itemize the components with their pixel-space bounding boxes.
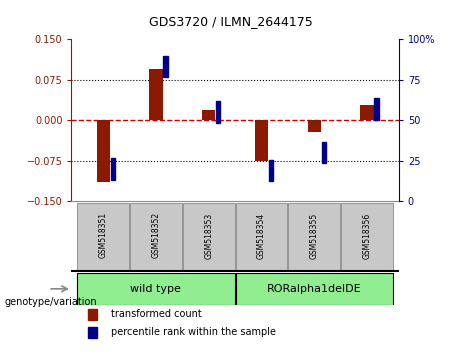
Bar: [322, 142, 326, 164]
Bar: [88, 309, 97, 320]
Bar: [307, 120, 321, 132]
Text: GSM518353: GSM518353: [204, 212, 213, 258]
Bar: [202, 110, 215, 120]
Bar: [163, 56, 167, 78]
Text: GSM518356: GSM518356: [363, 212, 372, 258]
Bar: [374, 98, 378, 120]
Bar: [255, 120, 268, 161]
FancyBboxPatch shape: [77, 203, 129, 271]
Text: percentile rank within the sample: percentile rank within the sample: [111, 327, 276, 337]
Text: wild type: wild type: [130, 284, 181, 294]
FancyBboxPatch shape: [236, 203, 287, 271]
Text: GSM518354: GSM518354: [257, 212, 266, 258]
FancyBboxPatch shape: [289, 203, 340, 271]
FancyBboxPatch shape: [341, 203, 393, 271]
FancyBboxPatch shape: [183, 203, 235, 271]
Text: genotype/variation: genotype/variation: [5, 297, 97, 307]
Text: GDS3720 / ILMN_2644175: GDS3720 / ILMN_2644175: [148, 15, 313, 28]
FancyBboxPatch shape: [130, 203, 182, 271]
Bar: [111, 158, 115, 180]
Text: transformed count: transformed count: [111, 309, 201, 319]
Bar: [269, 160, 273, 181]
FancyBboxPatch shape: [236, 273, 393, 305]
Text: GSM518351: GSM518351: [99, 212, 107, 258]
Text: GSM518355: GSM518355: [310, 212, 319, 258]
Text: RORalpha1delDE: RORalpha1delDE: [267, 284, 361, 294]
FancyBboxPatch shape: [77, 273, 235, 305]
Text: GSM518352: GSM518352: [151, 212, 160, 258]
Bar: [96, 120, 110, 182]
Bar: [361, 105, 374, 120]
Bar: [149, 69, 163, 120]
Bar: [88, 327, 97, 338]
Bar: [216, 101, 220, 123]
